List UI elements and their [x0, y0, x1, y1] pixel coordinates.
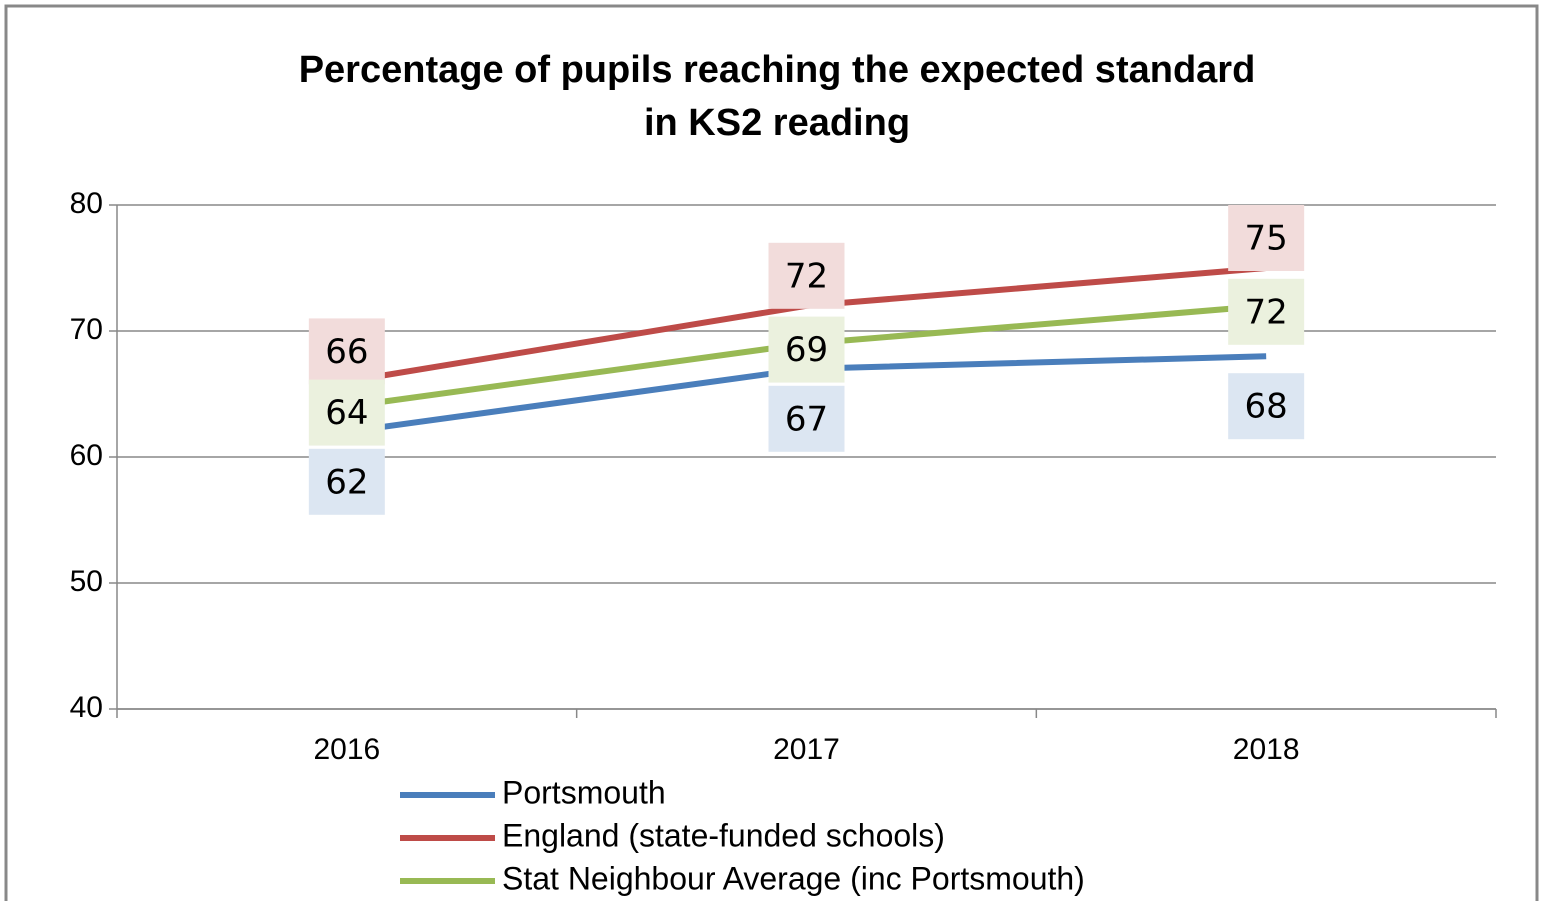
data-label-box [1228, 278, 1305, 345]
data-label: 62 [325, 462, 368, 502]
data-label: 75 [1245, 219, 1288, 259]
data-label: 67 [785, 399, 828, 439]
chart-frame [4, 4, 1539, 901]
x-tick-label: 2016 [313, 733, 380, 766]
data-label-box [768, 242, 845, 309]
x-tick-label: 2018 [1233, 733, 1300, 766]
data-label: 68 [1245, 387, 1288, 427]
data-label: 66 [325, 332, 368, 372]
data-label: 69 [785, 330, 828, 370]
y-tick-label: 40 [70, 691, 103, 724]
legend-label: Portsmouth [502, 774, 666, 810]
data-label-box [308, 318, 385, 385]
data-label: 72 [1245, 292, 1288, 332]
data-label-box [1228, 373, 1305, 440]
y-tick-label: 70 [70, 313, 103, 346]
x-tick-label: 2017 [773, 733, 840, 766]
data-label: 72 [785, 256, 828, 296]
legend-label: Stat Neighbour Average (inc Portsmouth) [502, 860, 1085, 896]
chart-title: Percentage of pupils reaching the expect… [299, 49, 1256, 91]
y-tick-label: 60 [70, 439, 103, 472]
chart-title: in KS2 reading [644, 102, 910, 144]
y-tick-label: 50 [70, 565, 103, 598]
y-tick-label: 80 [70, 187, 103, 220]
data-label-box [768, 316, 845, 383]
data-label-box [768, 385, 845, 452]
data-label: 64 [325, 393, 368, 433]
data-label-box [1228, 205, 1305, 271]
data-label-box [308, 379, 385, 446]
data-label-box [308, 448, 385, 515]
legend-label: England (state-funded schools) [502, 817, 945, 853]
